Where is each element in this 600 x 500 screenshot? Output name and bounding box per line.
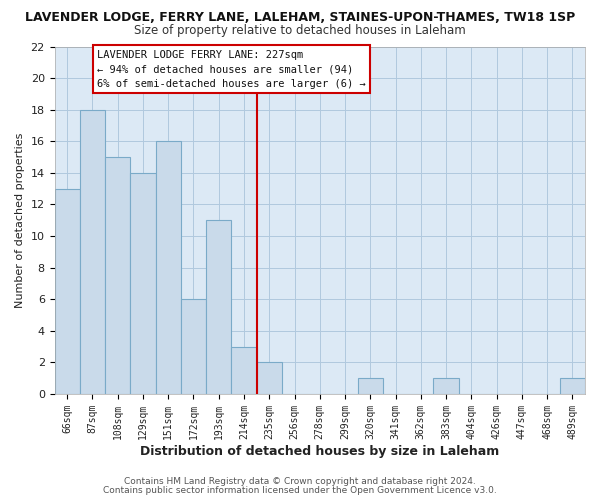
Text: Contains HM Land Registry data © Crown copyright and database right 2024.: Contains HM Land Registry data © Crown c… [124, 477, 476, 486]
Bar [358, 378, 383, 394]
Text: LAVENDER LODGE FERRY LANE: 227sqm
← 94% of detached houses are smaller (94)
6% o: LAVENDER LODGE FERRY LANE: 227sqm ← 94% … [97, 50, 366, 90]
Bar [232, 346, 257, 394]
Bar [105, 157, 130, 394]
Bar [181, 299, 206, 394]
Text: Contains public sector information licensed under the Open Government Licence v3: Contains public sector information licen… [103, 486, 497, 495]
Bar [55, 188, 80, 394]
Bar [130, 173, 155, 394]
Bar [80, 110, 105, 394]
X-axis label: Distribution of detached houses by size in Laleham: Distribution of detached houses by size … [140, 444, 499, 458]
Y-axis label: Number of detached properties: Number of detached properties [15, 132, 25, 308]
Bar [257, 362, 282, 394]
Bar [560, 378, 585, 394]
Text: LAVENDER LODGE, FERRY LANE, LALEHAM, STAINES-UPON-THAMES, TW18 1SP: LAVENDER LODGE, FERRY LANE, LALEHAM, STA… [25, 11, 575, 24]
Bar [206, 220, 232, 394]
Bar [433, 378, 458, 394]
Bar [155, 142, 181, 394]
Text: Size of property relative to detached houses in Laleham: Size of property relative to detached ho… [134, 24, 466, 37]
